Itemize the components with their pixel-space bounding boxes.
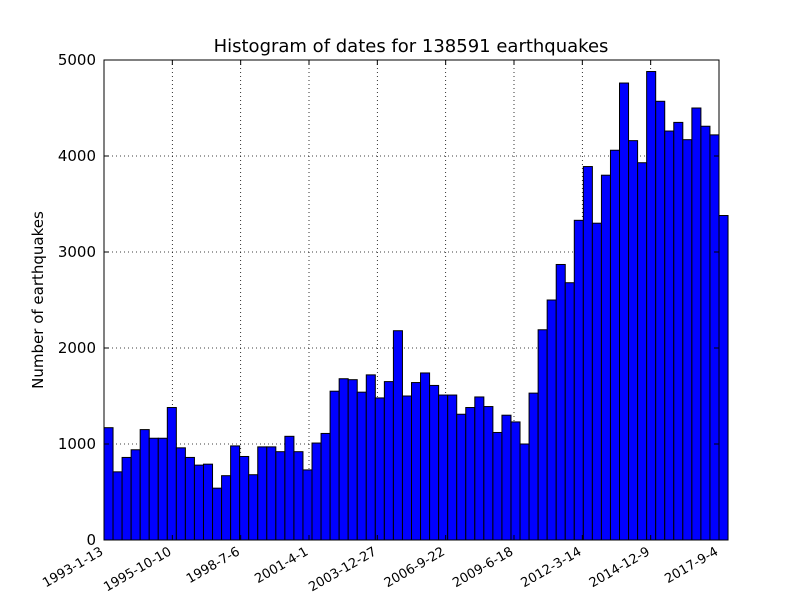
histogram-bar (600, 174, 611, 541)
histogram-bar (212, 487, 223, 541)
histogram-bar (646, 71, 657, 541)
y-axis-label: Number of earthquakes (29, 211, 47, 389)
histogram-bar (257, 446, 268, 541)
y-tick-label: 4000 (58, 147, 96, 165)
y-axis-ticks: 0 1000 2000 3000 4000 5000 (58, 51, 719, 549)
histogram-bar (664, 130, 675, 541)
y-tick-label: 2000 (58, 339, 96, 357)
histogram-bar (311, 442, 322, 541)
histogram-bar (537, 329, 548, 541)
histogram-bar (501, 414, 512, 541)
x-tick-label: 2003-12-27 (306, 544, 379, 595)
histogram-bar (401, 395, 412, 541)
histogram-bar (429, 384, 440, 541)
histogram-bar (655, 100, 666, 541)
histogram-bar (175, 447, 186, 541)
histogram-bar (673, 121, 684, 541)
x-tick-label: 1995-10-10 (101, 544, 174, 595)
histogram-bar (103, 427, 114, 541)
histogram-bar (546, 299, 557, 541)
histogram-bar (347, 379, 358, 541)
chart-title: Histogram of dates for 138591 earthquake… (214, 36, 609, 57)
histogram-bar (139, 429, 150, 541)
histogram-bar (166, 407, 177, 541)
histogram-bar (510, 421, 521, 541)
histogram-bar (555, 263, 566, 541)
histogram-bar (456, 413, 467, 541)
y-tick-label: 0 (86, 531, 96, 549)
histogram-bar (284, 435, 295, 541)
x-tick-label: 2009-6-18 (450, 544, 516, 591)
histogram-bar (492, 431, 503, 541)
histogram-bar (320, 432, 331, 541)
histogram-bar (302, 469, 313, 541)
histogram-bar (573, 219, 584, 541)
histogram-bar (637, 162, 648, 541)
histogram-bar (112, 471, 123, 541)
histogram-bar (411, 382, 422, 541)
x-tick-label: 2006-9-22 (382, 544, 448, 591)
histogram-bar (628, 140, 639, 541)
histogram-bar (528, 392, 539, 541)
histogram-bar (193, 464, 204, 541)
histogram-bar (202, 463, 214, 541)
x-tick-label: 1998-7-6 (184, 544, 243, 586)
histogram-bar (275, 451, 286, 541)
histogram-bar (718, 215, 729, 541)
histogram-bar (230, 445, 241, 541)
histogram-bar (682, 139, 693, 541)
histogram-bar (157, 437, 168, 541)
histogram-bar (374, 397, 385, 541)
histogram-bar (465, 407, 476, 541)
histogram-bar (392, 330, 403, 541)
histogram-bar (266, 446, 277, 541)
histogram-bar (483, 406, 494, 541)
histogram-bar (420, 372, 431, 541)
x-tick-label: 1993-1-13 (40, 544, 106, 591)
x-tick-label: 2012-3-14 (519, 544, 585, 591)
plot-frame (103, 59, 720, 541)
histogram-bar (700, 125, 711, 541)
histogram-bar (709, 134, 720, 541)
histogram-bar (383, 381, 394, 541)
histogram-bar (447, 394, 458, 541)
histogram-bar (329, 390, 340, 541)
histogram-bar (239, 455, 250, 541)
bars (103, 71, 729, 541)
histogram-bar (356, 391, 367, 541)
histogram-bar (365, 374, 376, 541)
histogram-bar (221, 475, 232, 541)
histogram-bar (609, 149, 621, 541)
histogram-bar (338, 378, 349, 541)
histogram-bar (519, 443, 530, 541)
histogram-bar (691, 107, 702, 541)
histogram-bar (148, 437, 159, 541)
histogram-bar (582, 166, 593, 541)
y-tick-label: 5000 (58, 51, 96, 69)
histogram-bar (438, 394, 449, 541)
y-tick-label: 1000 (58, 435, 96, 453)
histogram-bar (248, 474, 259, 541)
histogram-bar (130, 449, 141, 541)
histogram-bar (564, 282, 575, 541)
x-tick-label: 2001-4-1 (252, 544, 311, 586)
histogram-bar (474, 396, 485, 541)
histogram-bar (619, 82, 630, 541)
y-tick-label: 3000 (58, 243, 96, 261)
x-tick-label: 2014-12-9 (587, 544, 653, 591)
histogram-bar (591, 222, 602, 541)
histogram-bar (121, 456, 132, 541)
x-tick-label: 2017-9-4 (662, 544, 721, 586)
histogram-bar (293, 451, 304, 541)
histogram-bar (184, 456, 195, 541)
